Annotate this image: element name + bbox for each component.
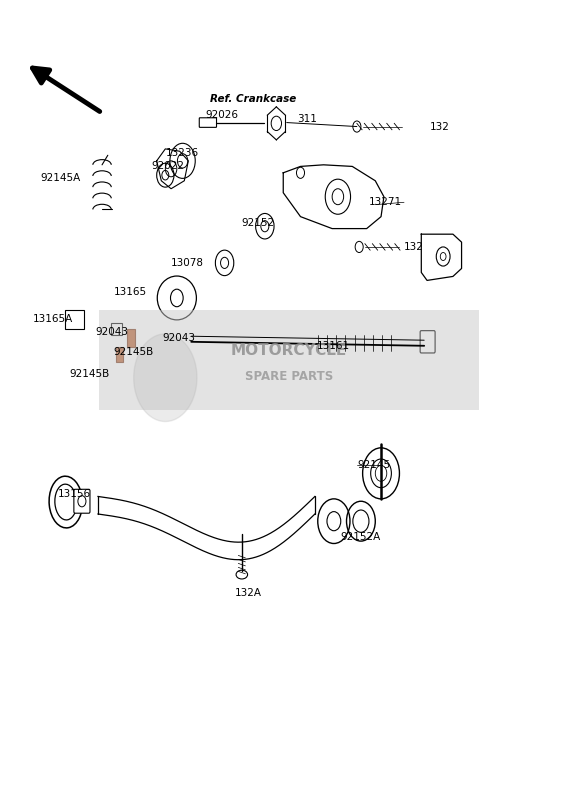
- Ellipse shape: [236, 570, 247, 579]
- Text: 92145: 92145: [357, 460, 390, 470]
- FancyBboxPatch shape: [420, 330, 435, 353]
- Text: Ref. Crankcase: Ref. Crankcase: [210, 94, 296, 105]
- Polygon shape: [134, 334, 197, 422]
- Text: 92043: 92043: [95, 327, 128, 338]
- Text: 13161: 13161: [317, 341, 350, 350]
- Text: SPARE PARTS: SPARE PARTS: [245, 370, 333, 382]
- Text: 132A: 132A: [234, 588, 261, 598]
- Text: 132: 132: [404, 242, 424, 252]
- Text: 13165A: 13165A: [33, 314, 73, 324]
- Text: 92145B: 92145B: [113, 347, 154, 357]
- Text: 92026: 92026: [206, 110, 239, 119]
- FancyBboxPatch shape: [65, 310, 84, 329]
- Text: 13271: 13271: [368, 198, 402, 207]
- Text: 92152: 92152: [242, 218, 275, 228]
- Text: MOTORCYCLE: MOTORCYCLE: [231, 343, 347, 358]
- Text: 92022: 92022: [151, 162, 184, 171]
- Text: 92145A: 92145A: [40, 174, 81, 183]
- Text: 13156: 13156: [58, 489, 91, 499]
- Bar: [110, 322, 122, 335]
- Text: 13165: 13165: [113, 287, 147, 298]
- Text: 92145B: 92145B: [69, 370, 109, 379]
- Bar: [127, 329, 135, 346]
- Text: 13078: 13078: [171, 258, 204, 268]
- FancyBboxPatch shape: [74, 490, 90, 514]
- Text: 92043: 92043: [162, 333, 195, 343]
- Bar: [116, 347, 123, 362]
- Text: 311: 311: [298, 114, 317, 124]
- Text: 92152A: 92152A: [341, 532, 381, 542]
- FancyBboxPatch shape: [99, 310, 479, 410]
- Text: 132: 132: [430, 122, 450, 131]
- FancyBboxPatch shape: [199, 118, 217, 127]
- Text: 13236: 13236: [165, 148, 198, 158]
